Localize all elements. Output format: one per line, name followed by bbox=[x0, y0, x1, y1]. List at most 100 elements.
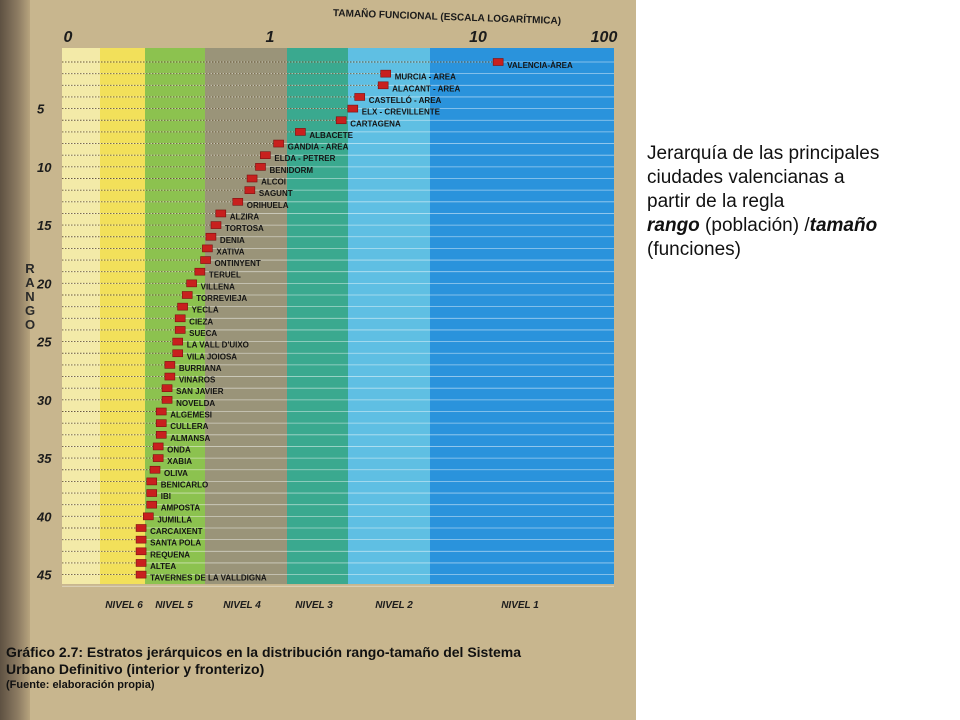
band-blank bbox=[62, 48, 100, 584]
note-line-1: Jerarquía de las principales bbox=[647, 143, 880, 164]
y-tick-label: 25 bbox=[36, 335, 52, 350]
y-tick-label: 40 bbox=[36, 509, 52, 524]
note-poblacion: (población) / bbox=[699, 215, 810, 236]
note-line-2: ciudades valencianas a bbox=[647, 167, 845, 188]
y-axis-title-letter: G bbox=[24, 303, 36, 318]
city-marker bbox=[161, 396, 173, 404]
level-label: NIVEL 4 bbox=[223, 600, 261, 611]
city-label: SAN JAVIER bbox=[176, 387, 224, 396]
city-label: SANTA POLA bbox=[150, 539, 201, 548]
city-marker bbox=[273, 139, 284, 148]
y-axis-title-letter: N bbox=[25, 289, 35, 304]
x-tick-labels: 0 1 10 100 bbox=[64, 29, 618, 46]
x-tick-label: 0 bbox=[64, 29, 73, 46]
y-axis-title-letter: O bbox=[24, 317, 36, 332]
note-line-5: (funciones) bbox=[647, 239, 741, 260]
city-label: BENIDORM bbox=[269, 166, 313, 175]
city-label: ALTEA bbox=[150, 562, 176, 571]
city-marker bbox=[186, 279, 197, 288]
city-marker bbox=[295, 128, 306, 136]
city-label: YECLA bbox=[192, 306, 219, 315]
city-label: TORTOSA bbox=[225, 224, 264, 233]
band-nivel-1 bbox=[430, 48, 614, 584]
city-marker bbox=[155, 430, 167, 439]
city-label: VILA JOIOSA bbox=[187, 352, 238, 361]
x-tick-label: 100 bbox=[591, 29, 618, 46]
city-label: ONTINYENT bbox=[215, 259, 261, 268]
caption-line-2: Urbano Definitivo (interior y fronterizo… bbox=[6, 661, 265, 677]
city-label: BENICARLO bbox=[161, 480, 209, 489]
city-marker bbox=[155, 419, 167, 427]
city-label: VINAROS bbox=[179, 376, 216, 385]
city-marker bbox=[155, 407, 167, 416]
city-marker bbox=[260, 151, 271, 159]
city-marker bbox=[146, 489, 158, 497]
city-label: XABIA bbox=[167, 457, 192, 466]
note-line-3: partir de la regla bbox=[647, 191, 785, 212]
city-label: JUMILLA bbox=[157, 515, 192, 524]
y-tick-labels: 5 10 15 20 25 30 35 40 45 bbox=[36, 102, 52, 583]
city-label: SUECA bbox=[189, 329, 217, 338]
y-tick-label: 10 bbox=[37, 160, 52, 175]
city-label: VALENCIA-ÀREA bbox=[507, 61, 573, 70]
caption-source: (Fuente: elaboración propia) bbox=[6, 679, 155, 691]
city-label: ALACANT - AREA bbox=[392, 84, 460, 93]
city-marker bbox=[210, 221, 222, 229]
city-label: ONDA bbox=[167, 445, 191, 454]
scan-edge-shadow bbox=[0, 0, 30, 720]
city-label: VILLENA bbox=[201, 282, 235, 291]
y-axis-title-letter: A bbox=[25, 275, 35, 290]
side-description: Jerarquía de las principales ciudades va… bbox=[647, 142, 937, 262]
band-nivel-3 bbox=[287, 48, 348, 584]
city-label: ALZIRA bbox=[230, 212, 260, 221]
city-marker bbox=[135, 547, 147, 556]
city-marker bbox=[152, 442, 164, 451]
city-label: TORREVIEJA bbox=[196, 294, 247, 303]
y-tick-label: 35 bbox=[37, 451, 52, 466]
city-marker bbox=[164, 372, 176, 381]
city-label: NOVELDA bbox=[176, 399, 215, 408]
city-label: IBI bbox=[161, 492, 171, 501]
level-label: NIVEL 6 bbox=[105, 600, 143, 611]
city-marker bbox=[164, 361, 176, 369]
level-label: NIVEL 3 bbox=[295, 600, 333, 611]
city-label: ELDA - PETRER bbox=[274, 154, 335, 163]
city-marker bbox=[255, 163, 266, 171]
city-marker bbox=[174, 314, 186, 323]
city-marker bbox=[146, 477, 158, 486]
city-marker bbox=[246, 174, 258, 183]
city-marker bbox=[244, 186, 256, 194]
city-label: ALCOI bbox=[261, 178, 286, 187]
city-label: CULLERA bbox=[170, 422, 208, 431]
city-label: ALBACETE bbox=[309, 131, 353, 140]
y-tick-label: 20 bbox=[36, 276, 52, 291]
city-label: XATIVA bbox=[216, 247, 244, 256]
y-tick-label: 45 bbox=[36, 568, 52, 583]
city-marker bbox=[135, 559, 147, 567]
city-marker bbox=[177, 302, 188, 311]
city-marker bbox=[354, 93, 366, 101]
city-labels: VALENCIA-ÀREA MURCIA - AREA ALACANT - AREA… bbox=[150, 61, 573, 583]
city-marker bbox=[205, 232, 217, 241]
city-label: CARCAIXENT bbox=[150, 527, 203, 536]
city-label: SAGUNT bbox=[259, 189, 293, 198]
city-marker bbox=[135, 524, 147, 532]
city-marker bbox=[135, 570, 147, 579]
city-marker bbox=[135, 535, 147, 544]
level-label: NIVEL 5 bbox=[155, 600, 193, 611]
city-marker bbox=[335, 116, 347, 125]
city-label: REQUENA bbox=[150, 550, 190, 559]
level-label: NIVEL 1 bbox=[501, 600, 539, 611]
city-label: ORIHUELA bbox=[247, 201, 289, 210]
band-nivel-2 bbox=[348, 48, 430, 584]
city-marker bbox=[152, 454, 164, 462]
city-label: TERUEL bbox=[209, 271, 241, 280]
city-marker bbox=[161, 384, 173, 393]
city-marker bbox=[200, 256, 211, 264]
band-nivel-6 bbox=[100, 48, 145, 584]
city-marker bbox=[380, 69, 392, 78]
rank-size-chart: 0 1 10 100 5 10 15 20 25 30 35 40 45 VALENCIA-ÀREA M… bbox=[36, 29, 618, 611]
city-label: AMPOSTA bbox=[161, 504, 201, 513]
figure-caption: Gráfico 2.7: Estratos jerárquicos en la … bbox=[6, 644, 626, 692]
